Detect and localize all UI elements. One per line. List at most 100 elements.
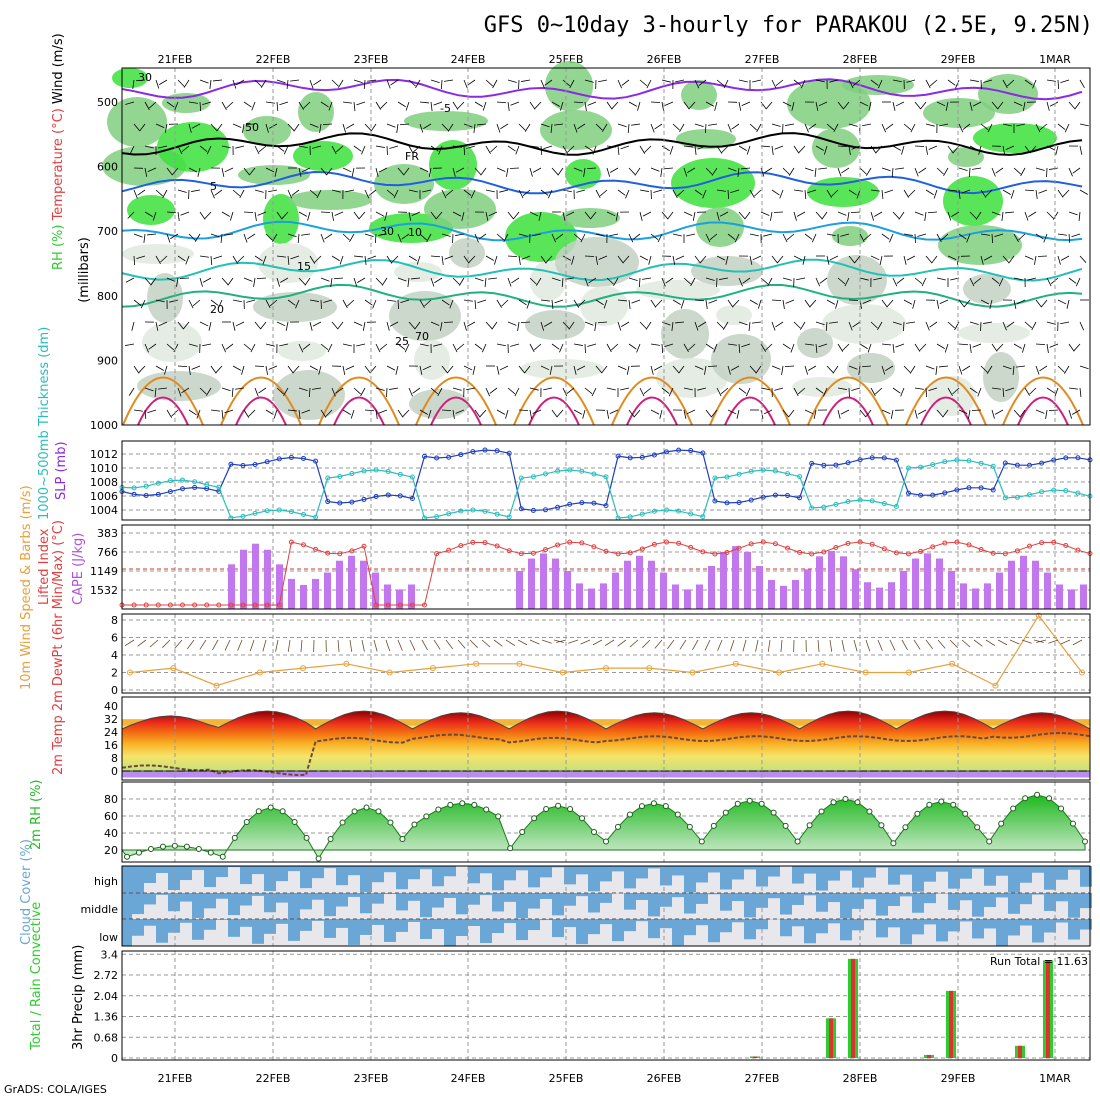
wind-barb [237,255,245,263]
cloud-cell [288,919,300,946]
wind-barb [133,299,142,306]
wind-barb [595,123,603,131]
surface-wind-barb [692,639,699,651]
surface-wind-barb [629,639,639,648]
wind-barb [978,145,982,155]
wind-barb [598,255,608,260]
cloud-fill [1056,901,1068,919]
wind-barb [353,101,356,111]
isotherm-warm-arc [1002,376,1084,426]
cape-bar [936,558,943,609]
wind-barb [650,233,659,240]
wind-barb [353,79,363,84]
cloud-fill [780,914,792,919]
wind-barb [725,255,729,265]
cape-bar [408,584,415,609]
wind-barb [639,211,643,221]
wind-barb [683,409,687,419]
wind-barb [331,255,340,262]
wind-barb [1002,123,1012,127]
cloud-cell [588,866,600,893]
wind-barb [265,365,268,375]
cape-bar [696,584,703,609]
wind-barb [444,255,454,260]
cloud-fill [780,936,792,946]
wind-barb [617,123,627,128]
wind-barb [463,255,470,264]
wind-barb [466,321,476,327]
wind-barb [870,79,879,86]
wind-barb [730,189,740,194]
cape-bar [564,570,571,609]
rh-marker [171,842,178,849]
cloud-fill [420,917,432,919]
li-line [122,541,1091,606]
wind-barb [859,409,867,418]
wind-barb [958,123,964,133]
wind-barb [533,343,542,351]
cloud-fill [192,917,204,919]
cloud-fill [516,940,528,946]
wind-barb [854,255,861,264]
wind-barb [430,255,441,258]
surface-wind-barb [901,639,908,651]
precip-tick: 3.4 [101,948,119,961]
wind-barb [650,409,660,415]
wind-barb [235,145,245,149]
wind-barb [440,321,443,331]
wind-barb [936,299,940,309]
wind-barb [837,211,847,216]
cloud-cell [516,893,528,919]
rh-ylabel: 2m RH (%) [29,779,44,850]
cloud-cell [324,893,336,919]
rh-marker [135,849,142,856]
top-date-axis: 21FEB 22FEB 23FEB 24FEB 25FEB 26FEB 27FEB 28FEB… [158,53,1072,66]
rh-marker [878,822,885,829]
wind-barb [969,101,973,111]
wind-barb [683,101,690,110]
wind-barb [221,211,230,217]
wind-barb [326,167,333,176]
wind-barb [125,277,135,283]
wind-barb [235,387,245,390]
wind-barb [807,189,817,194]
wind-barb [243,409,250,418]
cape-bar [552,558,559,609]
wind-barb [987,123,993,133]
wind-barb [1007,79,1015,87]
wind-barb [496,409,506,415]
wind-barb [852,321,861,328]
cloud-fill [852,930,864,946]
wind-barb [586,167,597,170]
cape-bar [576,583,583,609]
rh-shading [505,212,577,262]
wind-barb [661,211,669,220]
wind-barb [551,277,561,282]
wind-barb [529,277,537,285]
wind-barb [194,233,201,242]
wind-barb [985,189,993,197]
wind-barb [144,277,152,286]
wind-barb [745,387,751,397]
surface-wind-barb [224,639,231,651]
wind-barb [349,233,355,242]
cloud-cell [288,893,300,919]
wind-barb [188,233,196,241]
wind-barb [171,167,179,176]
cloud-fill [708,872,720,893]
wind-barb [485,79,493,87]
wind-barb [653,365,663,371]
rh-shading [797,328,833,358]
wind-barb [452,211,462,217]
cloud-fill [180,901,192,919]
surface-wind-barb [1033,639,1044,643]
wind-barb [697,387,707,391]
rh-shading [661,309,709,359]
date-label-top: 29FEB [941,53,976,66]
temp-ylabel: 2m Temp 2m DewPt (6hr Min/Max) (°C) [51,520,66,775]
cloud-fill [408,879,420,893]
date-label-top: 24FEB [451,53,486,66]
rh-marker [279,808,286,815]
wind-barb [362,321,366,331]
cloud-cell [900,919,912,946]
